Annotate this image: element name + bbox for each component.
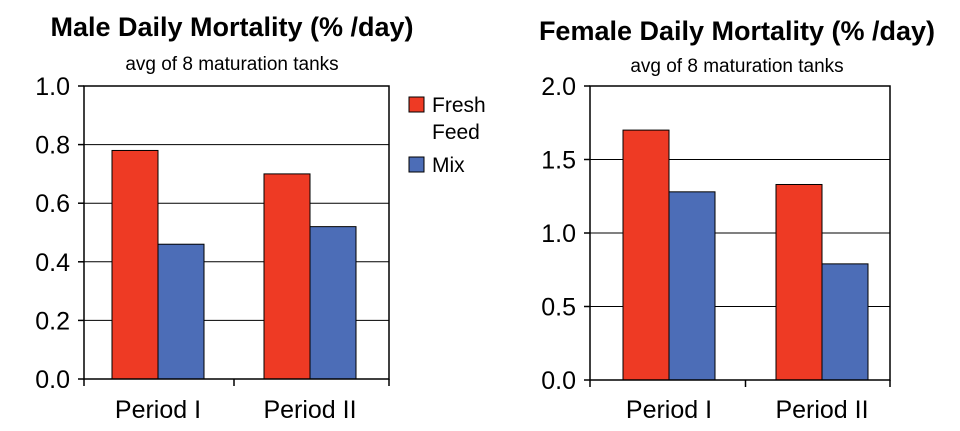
bar-fresh-feed-period-ii	[775, 183, 823, 381]
y-tick-label: 0.6	[35, 190, 70, 218]
bar-fresh-feed-period-i	[111, 149, 159, 380]
male-bars	[111, 149, 357, 380]
bar-mix-period-i	[668, 191, 716, 381]
category-label: Period I	[626, 396, 712, 424]
legend-swatch-fresh-feed	[408, 96, 425, 113]
y-tick-label: 0.4	[35, 249, 70, 277]
y-tick-label: 0.8	[35, 132, 70, 160]
y-tick-label: 0.2	[35, 307, 70, 335]
female-chart-subtitle: avg of 8 maturation tanks	[630, 56, 843, 77]
female-category-labels: Period I Period II	[626, 396, 869, 424]
female-mortality-chart: Female Daily Mortality (% /day) avg of 8…	[539, 16, 935, 424]
bar-fresh-feed-period-ii	[263, 173, 311, 380]
legend-label-feed: Feed	[432, 121, 480, 144]
category-label: Period II	[263, 396, 356, 424]
y-tick-label: 0.5	[541, 294, 576, 322]
y-tick-label: 1.5	[541, 147, 576, 175]
female-chart-title: Female Daily Mortality (% /day)	[539, 16, 935, 46]
male-chart-title: Male Daily Mortality (% /day)	[50, 12, 413, 42]
bar-fresh-feed-period-i	[622, 129, 670, 381]
y-tick-label: 0.0	[35, 366, 70, 394]
bar-mix-period-ii	[821, 263, 869, 381]
legend-label-mix: Mix	[432, 154, 465, 177]
bar-mix-period-i	[157, 243, 205, 380]
female-axes	[584, 85, 891, 387]
male-axes	[78, 85, 390, 386]
plot-frame	[83, 85, 390, 380]
category-label: Period II	[775, 396, 868, 424]
female-y-tick-labels: 0.0 0.5 1.0 1.5 2.0	[541, 73, 576, 395]
legend: Fresh Feed Mix	[408, 94, 486, 177]
y-tick-label: 1.0	[541, 220, 576, 248]
y-tick-label: 1.0	[35, 73, 70, 101]
male-category-labels: Period I Period II	[115, 396, 357, 424]
male-y-tick-labels: 0.0 0.2 0.4 0.6 0.8 1.0	[35, 73, 70, 394]
male-mortality-chart: Male Daily Mortality (% /day) avg of 8 m…	[35, 12, 413, 424]
legend-label-fresh: Fresh	[432, 94, 486, 117]
y-tick-label: 0.0	[541, 367, 576, 395]
female-bars	[622, 129, 869, 381]
male-chart-subtitle: avg of 8 maturation tanks	[125, 54, 338, 75]
y-tick-label: 2.0	[541, 73, 576, 101]
legend-swatch-mix	[408, 156, 425, 173]
bar-mix-period-ii	[309, 226, 357, 380]
plot-frame	[589, 85, 891, 381]
category-label: Period I	[115, 396, 201, 424]
